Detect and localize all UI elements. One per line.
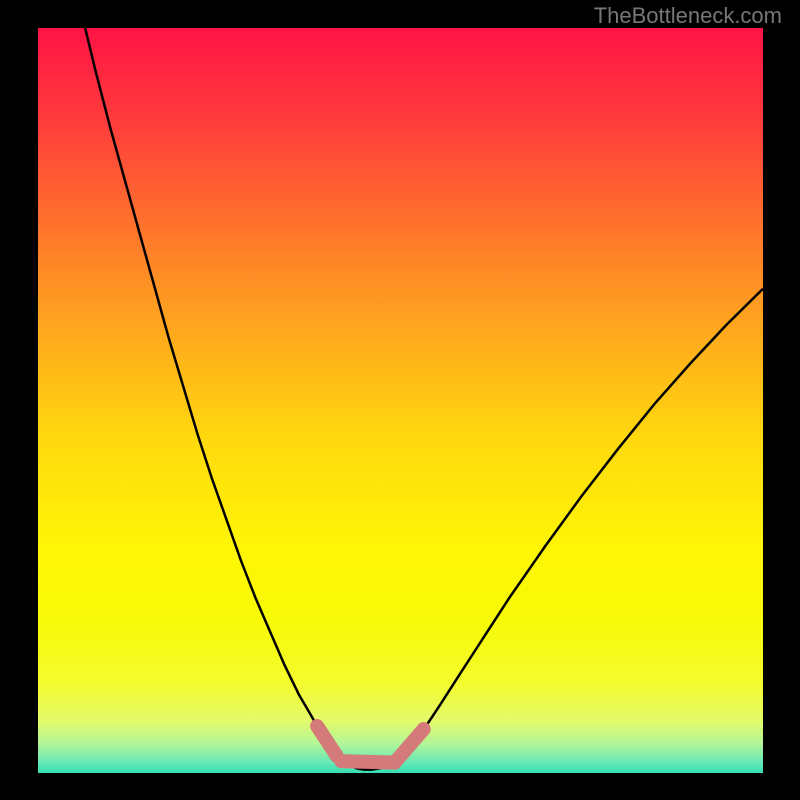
- plot-svg: [38, 28, 763, 773]
- watermark-text: TheBottleneck.com: [594, 3, 782, 29]
- chart-container: TheBottleneck.com: [0, 0, 800, 800]
- plot-area: [38, 28, 763, 773]
- highlight-segment: [341, 761, 395, 762]
- plot-background: [38, 28, 763, 773]
